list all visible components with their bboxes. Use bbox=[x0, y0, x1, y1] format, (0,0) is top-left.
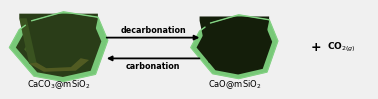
Text: decarbonation: decarbonation bbox=[120, 26, 186, 35]
Polygon shape bbox=[200, 16, 269, 71]
Polygon shape bbox=[9, 12, 108, 81]
Text: +: + bbox=[310, 41, 321, 54]
Polygon shape bbox=[24, 26, 88, 71]
Text: CaO@mSiO$_2$: CaO@mSiO$_2$ bbox=[208, 78, 261, 91]
Polygon shape bbox=[16, 17, 101, 77]
Polygon shape bbox=[19, 18, 36, 64]
Polygon shape bbox=[191, 15, 278, 79]
Polygon shape bbox=[197, 19, 272, 75]
Polygon shape bbox=[44, 43, 59, 56]
Polygon shape bbox=[30, 36, 67, 66]
Polygon shape bbox=[29, 58, 89, 72]
Text: carbonation: carbonation bbox=[126, 62, 180, 71]
Polygon shape bbox=[19, 14, 98, 73]
Text: CaCO$_3$@mSiO$_2$: CaCO$_3$@mSiO$_2$ bbox=[27, 78, 90, 91]
Text: CO$_{2(g)}$: CO$_{2(g)}$ bbox=[327, 41, 356, 54]
